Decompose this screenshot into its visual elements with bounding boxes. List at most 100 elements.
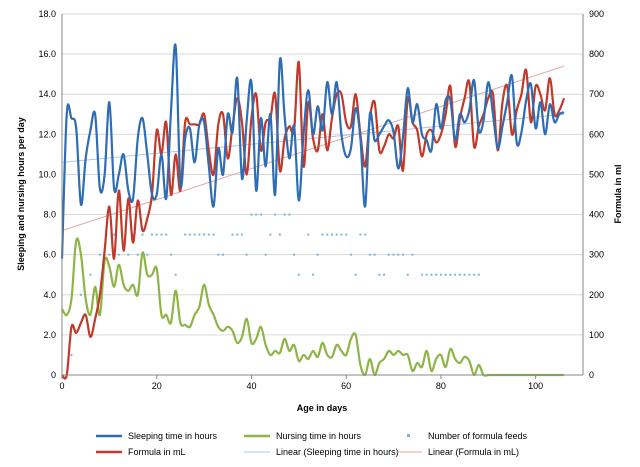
feed-point: [463, 273, 466, 276]
legend: Sleeping time in hours Nursing time in ho…: [96, 431, 528, 457]
feed-point: [169, 253, 172, 256]
feed-point: [397, 253, 400, 256]
feed-point: [198, 233, 201, 236]
y-tick-label: 12.0: [38, 129, 56, 139]
x-tick-label: 20: [152, 381, 162, 391]
feed-point: [184, 233, 187, 236]
feed-point: [349, 253, 352, 256]
y2-tick-label: 0: [589, 370, 594, 380]
legend-label: Nursing time in hours: [276, 431, 362, 441]
feed-point: [383, 273, 386, 276]
feed-point: [425, 273, 428, 276]
feed-point: [193, 233, 196, 236]
feed-point: [288, 213, 291, 216]
x-axis-title: Age in days: [297, 403, 348, 413]
plot-area: [62, 14, 583, 375]
feed-point: [165, 233, 168, 236]
feed-point: [89, 273, 92, 276]
feed-point: [207, 233, 210, 236]
feed-point: [160, 233, 163, 236]
legend-label: Linear (Formula in mL): [428, 447, 519, 457]
series-layer: [60, 43, 566, 380]
feed-point: [236, 233, 239, 236]
y2-tick-label: 100: [589, 330, 604, 340]
legend-item-sleeping-time-in-hours: Sleeping time in hours: [96, 431, 218, 441]
y2-tick-label: 400: [589, 210, 604, 220]
legend-label: Formula in mL: [128, 447, 186, 457]
feed-point: [269, 233, 272, 236]
feed-point: [141, 233, 144, 236]
feed-point: [259, 213, 262, 216]
feed-point: [136, 253, 139, 256]
legend-label: Linear (Sleeping time in hours): [276, 447, 399, 457]
feed-point: [373, 253, 376, 256]
y2-tick-label: 800: [589, 49, 604, 59]
legend-item-linear-sleeping-time-in-hours: Linear (Sleeping time in hours): [244, 447, 399, 457]
feed-point: [326, 233, 329, 236]
feed-point: [345, 233, 348, 236]
legend-swatch: [407, 434, 410, 437]
feed-point: [278, 233, 281, 236]
y-tick-label: 4.0: [43, 290, 56, 300]
feed-point: [420, 273, 423, 276]
feed-point: [108, 253, 111, 256]
y-tick-label: 8.0: [43, 210, 56, 220]
feed-point: [387, 253, 390, 256]
feed-point: [335, 233, 338, 236]
feed-point: [392, 253, 395, 256]
feed-point: [359, 233, 362, 236]
y-tick-label: 10.0: [38, 169, 56, 179]
x-tick-label: 40: [246, 381, 256, 391]
feed-point: [274, 213, 277, 216]
legend-label: Number of formula feeds: [428, 431, 528, 441]
feed-point: [321, 233, 324, 236]
legend-item-nursing-time-in-hours: Nursing time in hours: [244, 431, 362, 441]
feed-point: [435, 273, 438, 276]
legend-item-formula-in-ml: Formula in mL: [96, 447, 186, 457]
feed-point: [468, 273, 471, 276]
feed-point: [127, 253, 130, 256]
feed-point: [79, 293, 82, 296]
feed-point: [378, 273, 381, 276]
series-line-sleeping-time-in-hours: [60, 43, 565, 259]
y2-tick-label: 700: [589, 89, 604, 99]
legend-label: Sleeping time in hours: [128, 431, 218, 441]
feed-point: [117, 253, 120, 256]
feed-point: [477, 273, 480, 276]
legend-item-number-of-formula-feeds: Number of formula feeds: [407, 431, 528, 441]
feed-point: [473, 273, 476, 276]
feed-point: [250, 213, 253, 216]
y2-axis-title: Formula in ml: [613, 164, 623, 223]
y2-tick-label: 500: [589, 169, 604, 179]
feed-point: [255, 213, 258, 216]
y2-tick-label: 900: [589, 9, 604, 19]
feed-point: [449, 273, 452, 276]
feed-point: [113, 233, 116, 236]
feed-point: [283, 213, 286, 216]
feed-point: [316, 253, 319, 256]
feed-point: [444, 273, 447, 276]
series-line-nursing-time-in-hours: [61, 237, 565, 377]
x-tick-label: 80: [436, 381, 446, 391]
x-tick-label: 60: [341, 381, 351, 391]
y-tick-label: 6.0: [43, 250, 56, 260]
feed-point: [312, 273, 315, 276]
feed-point: [240, 233, 243, 236]
feed-point: [217, 253, 220, 256]
y2-tick-label: 300: [589, 250, 604, 260]
feed-point: [155, 233, 158, 236]
feed-point: [150, 233, 153, 236]
feed-point: [402, 253, 405, 256]
y-tick-label: 14.0: [38, 89, 56, 99]
feed-point: [454, 273, 457, 276]
feed-point: [245, 253, 248, 256]
feed-point: [231, 233, 234, 236]
feed-point: [146, 253, 149, 256]
feed-point: [364, 233, 367, 236]
x-tick-label: 100: [528, 381, 543, 391]
feed-point: [174, 273, 177, 276]
feed-point: [297, 273, 300, 276]
y2-tick-label: 200: [589, 290, 604, 300]
feed-point: [212, 233, 215, 236]
y-tick-label: 0: [51, 370, 56, 380]
